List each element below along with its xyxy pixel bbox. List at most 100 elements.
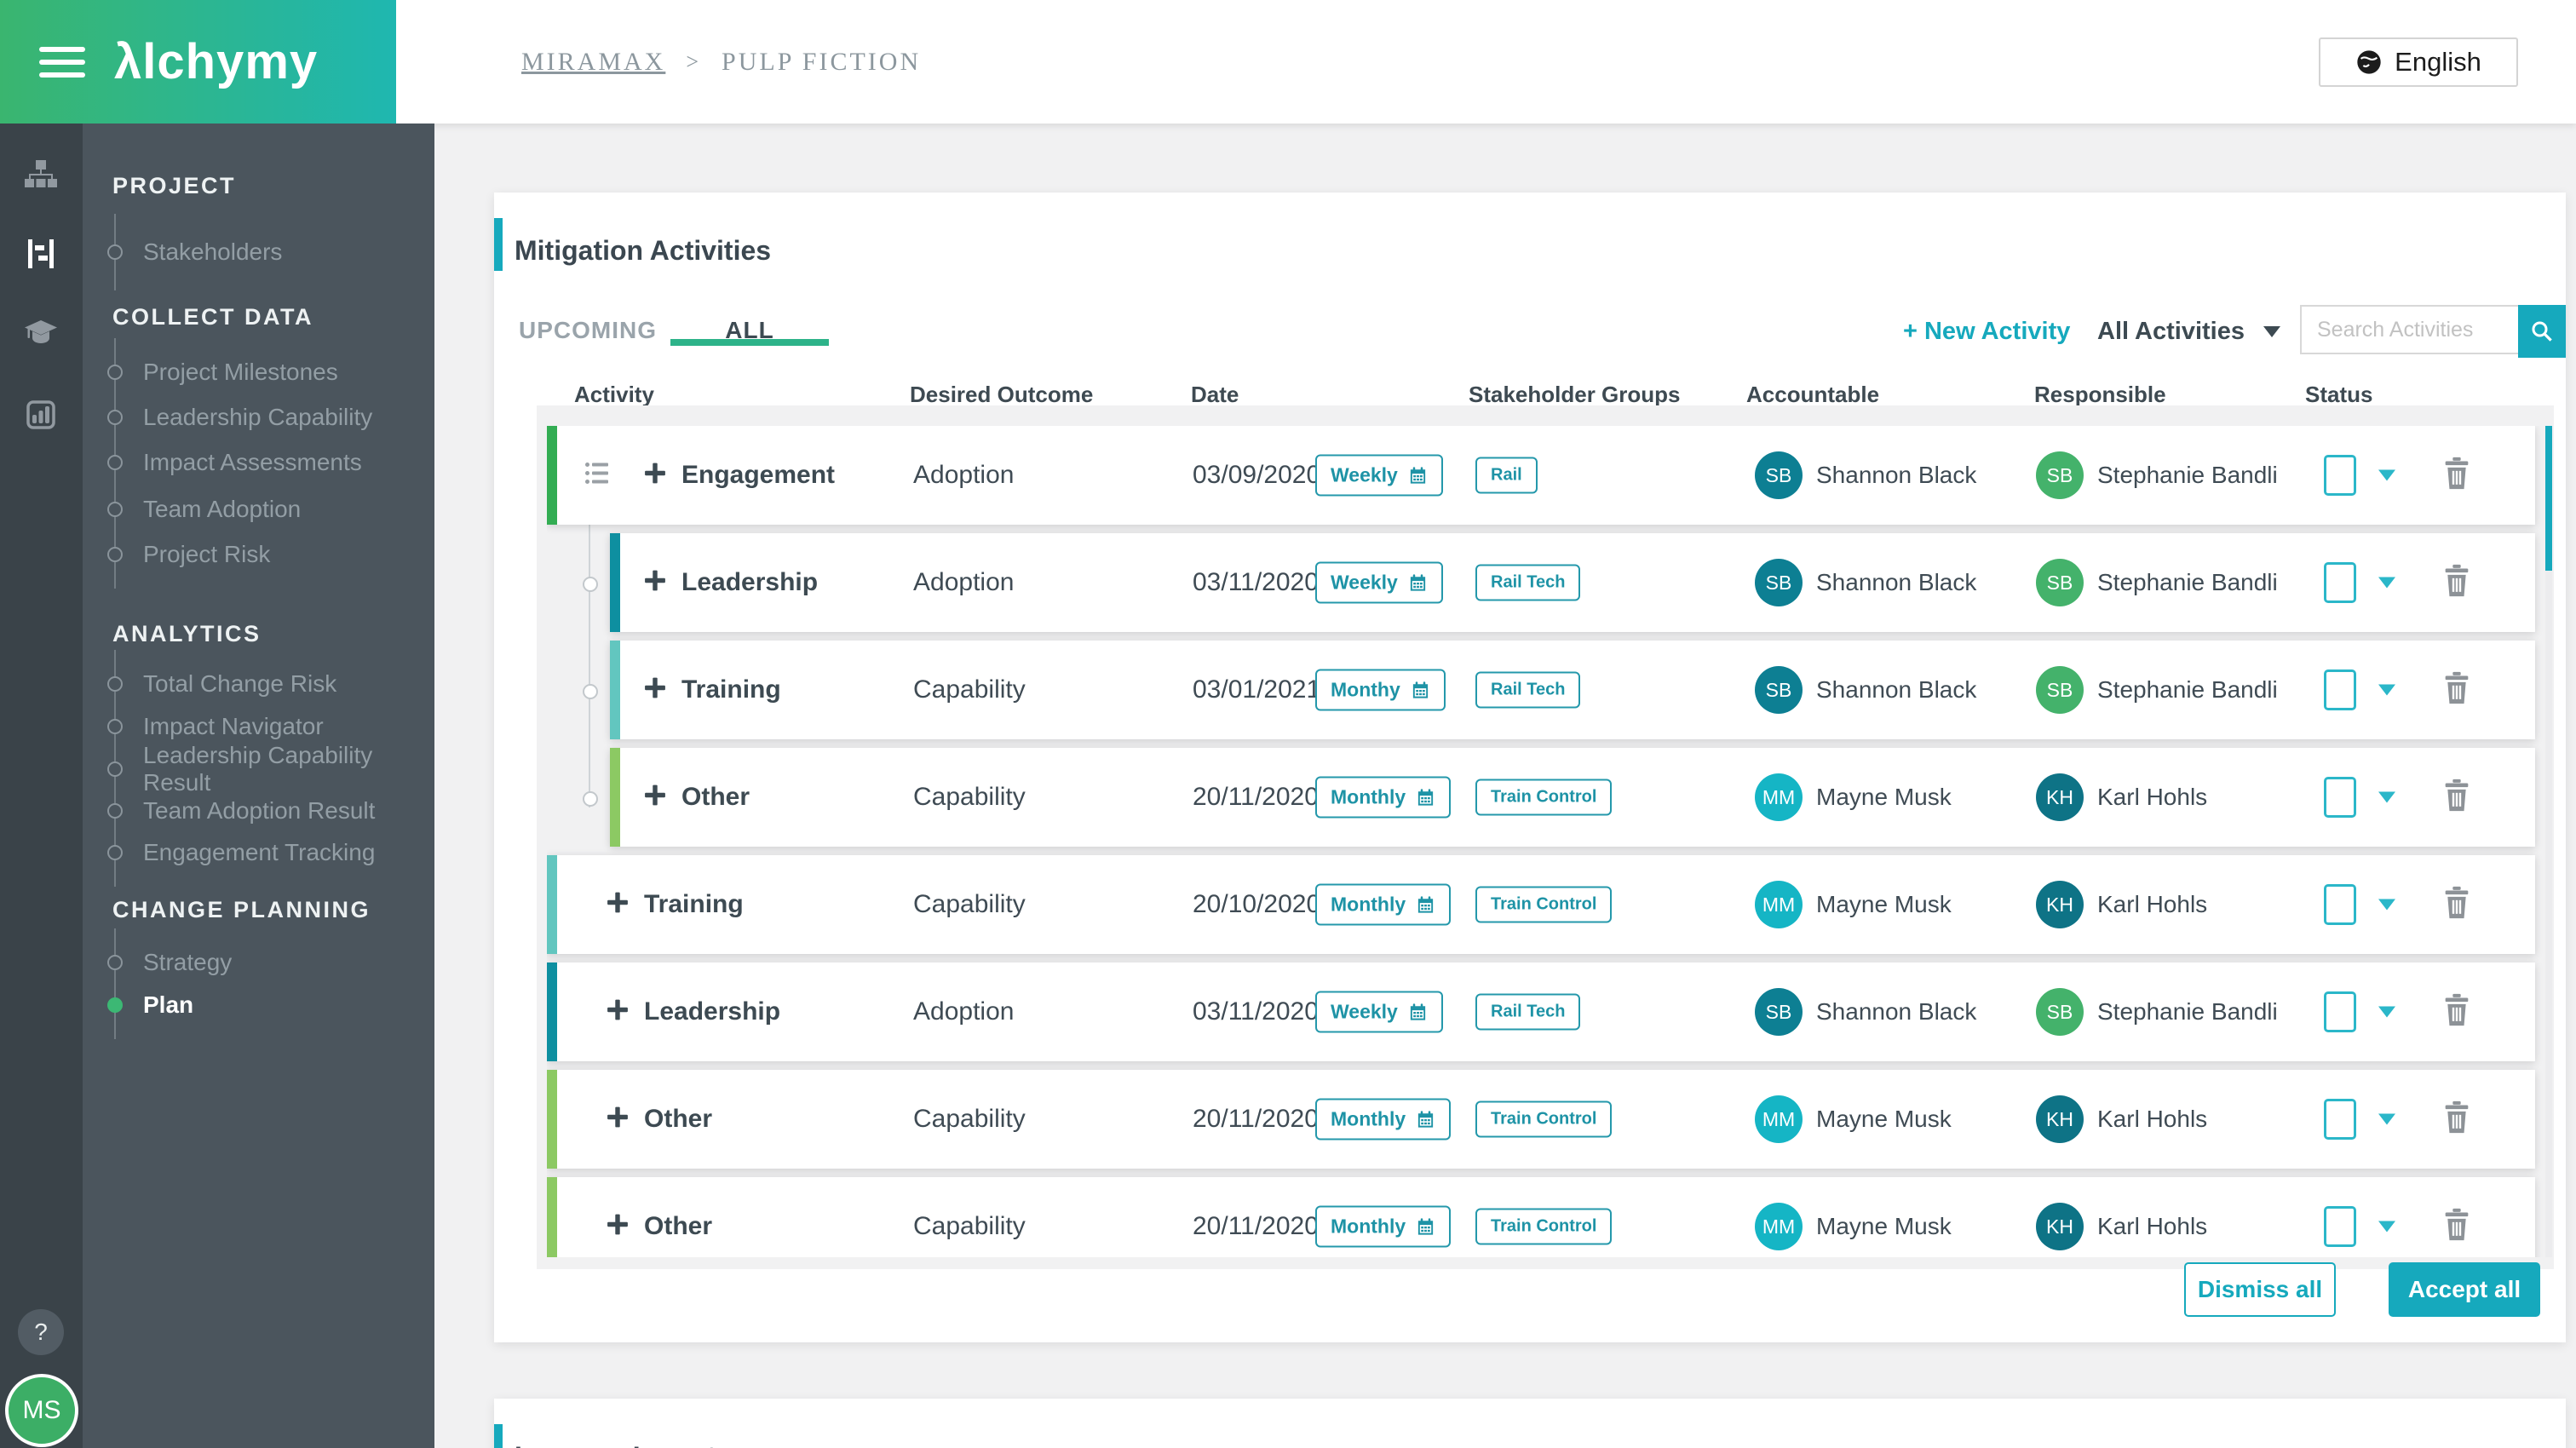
- sidebar-item-team-adoption-result[interactable]: Team Adoption Result: [83, 794, 434, 828]
- sidebar-item-leadership-capability[interactable]: Leadership Capability: [83, 400, 434, 434]
- dismiss-all-button[interactable]: Dismiss all: [2184, 1262, 2336, 1317]
- status-checkbox[interactable]: [2324, 991, 2356, 1032]
- expand-row-button[interactable]: [644, 463, 666, 489]
- reports-icon[interactable]: [22, 396, 60, 434]
- sidebar-item-engagement-tracking[interactable]: Engagement Tracking: [83, 836, 434, 870]
- search-input[interactable]: [2300, 305, 2518, 354]
- expand-plus-icon[interactable]: [607, 892, 629, 914]
- status-checkbox[interactable]: [2324, 777, 2356, 818]
- expand-row-button[interactable]: [644, 784, 666, 811]
- status-checkbox[interactable]: [2324, 884, 2356, 925]
- stakeholder-group-badge[interactable]: Rail Tech: [1475, 994, 1580, 1031]
- sidebar-item-strategy[interactable]: Strategy: [83, 945, 434, 980]
- expand-row-button[interactable]: [644, 570, 666, 596]
- search-button[interactable]: [2518, 305, 2566, 358]
- stakeholder-group-badge[interactable]: Train Control: [1475, 1101, 1612, 1138]
- drag-handle[interactable]: [584, 462, 610, 490]
- expand-plus-icon[interactable]: [644, 463, 666, 485]
- sidebar-item-impact-navigator[interactable]: Impact Navigator: [83, 710, 434, 744]
- status-checkbox[interactable]: [2324, 455, 2356, 496]
- plan-board-icon[interactable]: [22, 235, 60, 273]
- delete-activity-button[interactable]: [2443, 457, 2470, 494]
- new-activity-button[interactable]: + New Activity: [1898, 317, 2075, 347]
- stakeholder-group-badge[interactable]: Train Control: [1475, 887, 1612, 923]
- org-chart-icon[interactable]: [22, 156, 60, 193]
- expand-plus-icon[interactable]: [644, 570, 666, 592]
- frequency-badge[interactable]: Monthly: [1315, 1099, 1451, 1141]
- sidebar-menu: PROJECT Stakeholders COLLECT DATA Projec…: [83, 124, 434, 1448]
- sidebar-item-impact-assessments[interactable]: Impact Assessments: [83, 445, 434, 480]
- list-scrollbar-track[interactable]: [2545, 426, 2552, 1257]
- delete-activity-button[interactable]: [2443, 565, 2470, 601]
- status-dropdown-caret[interactable]: [2378, 899, 2395, 911]
- expand-row-button[interactable]: [607, 892, 629, 918]
- drag-handle-icon[interactable]: [584, 462, 610, 486]
- frequency-badge[interactable]: Weekly: [1315, 991, 1443, 1033]
- delete-activity-button[interactable]: [2443, 1209, 2470, 1245]
- sidebar-item-total-change-risk[interactable]: Total Change Risk: [83, 667, 434, 701]
- column-header-desired-outcome: Desired Outcome: [910, 382, 1093, 408]
- status-dropdown-caret[interactable]: [2378, 1007, 2395, 1018]
- accept-all-button[interactable]: Accept all: [2389, 1262, 2540, 1317]
- status-checkbox[interactable]: [2324, 1099, 2356, 1140]
- stakeholder-group-badge[interactable]: Rail: [1475, 457, 1538, 494]
- status-dropdown-caret[interactable]: [2378, 1114, 2395, 1125]
- expand-plus-icon[interactable]: [644, 784, 666, 807]
- expand-row-button[interactable]: [607, 1106, 629, 1133]
- stakeholder-group-badge[interactable]: Rail Tech: [1475, 565, 1580, 601]
- tab-upcoming[interactable]: UPCOMING: [515, 317, 660, 344]
- list-scrollbar-thumb[interactable]: [2545, 426, 2552, 571]
- expand-row-button[interactable]: [644, 677, 666, 704]
- hamburger-menu-icon[interactable]: [39, 39, 85, 85]
- frequency-badge[interactable]: Weekly: [1315, 455, 1443, 497]
- status-dropdown-caret[interactable]: [2378, 577, 2395, 589]
- expand-plus-icon[interactable]: [607, 1106, 629, 1129]
- status-dropdown-caret[interactable]: [2378, 792, 2395, 803]
- accountable-avatar: SB: [1755, 451, 1803, 499]
- frequency-badge[interactable]: Monthly: [1315, 884, 1451, 926]
- logo: λlchymy: [114, 33, 318, 90]
- status-checkbox[interactable]: [2324, 1206, 2356, 1247]
- delete-icon: [2443, 1101, 2470, 1134]
- delete-activity-button[interactable]: [2443, 887, 2470, 923]
- status-dropdown-caret[interactable]: [2378, 1221, 2395, 1233]
- stakeholder-group-badge[interactable]: Rail Tech: [1475, 672, 1580, 709]
- sidebar-item-stakeholders[interactable]: Stakeholders: [83, 235, 434, 269]
- breadcrumb-company-link[interactable]: MIRAMAX: [521, 48, 665, 77]
- stakeholder-group-badge[interactable]: Train Control: [1475, 1209, 1612, 1245]
- sidebar-item-team-adoption[interactable]: Team Adoption: [83, 492, 434, 526]
- sidebar-section-collect-data: COLLECT DATA: [112, 300, 313, 334]
- user-avatar[interactable]: MS: [5, 1374, 78, 1447]
- frequency-badge[interactable]: Monthy: [1315, 669, 1446, 711]
- expand-plus-icon[interactable]: [644, 677, 666, 699]
- sidebar-item-leadership-capability-result[interactable]: Leadership Capability Result: [83, 752, 434, 786]
- status-dropdown-caret[interactable]: [2378, 685, 2395, 696]
- expand-row-button[interactable]: [607, 999, 629, 1026]
- expand-plus-icon[interactable]: [607, 1214, 629, 1236]
- frequency-badge[interactable]: Monthly: [1315, 777, 1451, 819]
- sidebar-item-plan[interactable]: Plan: [83, 988, 434, 1022]
- frequency-badge[interactable]: Monthly: [1315, 1206, 1451, 1248]
- status-checkbox[interactable]: [2324, 562, 2356, 603]
- sidebar-item-project-milestones[interactable]: Project Milestones: [83, 355, 434, 389]
- expand-plus-icon[interactable]: [607, 999, 629, 1021]
- active-bullet-icon: [107, 997, 123, 1013]
- sidebar-item-project-risk[interactable]: Project Risk: [83, 537, 434, 572]
- responsible-name: Karl Hohls: [2097, 891, 2207, 918]
- help-button[interactable]: ?: [18, 1309, 64, 1355]
- stakeholder-group-badge[interactable]: Train Control: [1475, 779, 1612, 816]
- activities-filter-dropdown[interactable]: All Activities: [2092, 317, 2286, 347]
- calendar-icon: [1416, 1217, 1435, 1237]
- status-checkbox[interactable]: [2324, 669, 2356, 710]
- language-button[interactable]: English: [2319, 37, 2518, 87]
- delete-activity-button[interactable]: [2443, 1101, 2470, 1138]
- delete-activity-button[interactable]: [2443, 994, 2470, 1031]
- card-accent-bar: [494, 1424, 503, 1448]
- delete-activity-button[interactable]: [2443, 779, 2470, 816]
- frequency-badge[interactable]: Weekly: [1315, 562, 1443, 604]
- status-dropdown-caret[interactable]: [2378, 470, 2395, 481]
- delete-activity-button[interactable]: [2443, 672, 2470, 709]
- breadcrumb-separator: >: [686, 49, 701, 75]
- expand-row-button[interactable]: [607, 1214, 629, 1240]
- learning-icon[interactable]: [22, 313, 60, 351]
